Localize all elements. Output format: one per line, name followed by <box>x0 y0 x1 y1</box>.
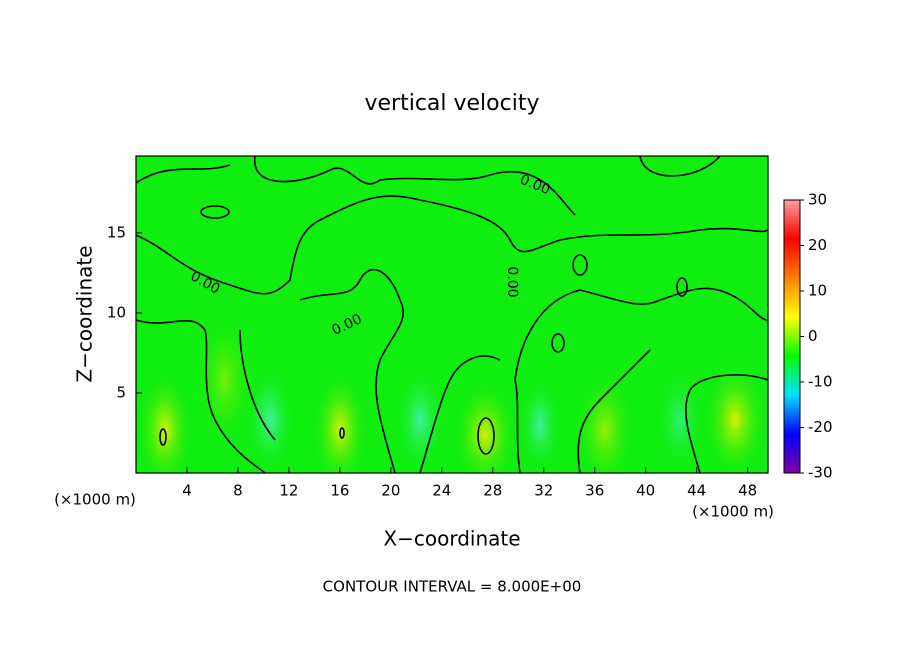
x-tick-label: 4 <box>182 482 192 500</box>
y-tick-label: 5 <box>116 383 126 401</box>
colorbar-tick-label: 20 <box>808 236 827 254</box>
colorbar-tick-label: -10 <box>808 373 833 391</box>
x-tick-label: 20 <box>381 482 400 500</box>
colorbar <box>783 199 801 474</box>
y-tick-label: 10 <box>107 303 126 321</box>
x-tick-label: 44 <box>687 482 706 500</box>
colorbar-tick-label: -20 <box>808 418 833 436</box>
colorbar-tick-label: 30 <box>808 191 827 209</box>
y-tick-label: 15 <box>107 223 126 241</box>
x-tick-label: 16 <box>330 482 349 500</box>
x-tick-label: 28 <box>483 482 502 500</box>
y-axis-label: Z−coordinate <box>73 245 97 382</box>
annotation: CONTOUR INTERVAL = 8.000E+00 <box>323 578 582 596</box>
colorbar-tick-label: 10 <box>808 282 827 300</box>
colorbar-tick-label: 0 <box>808 327 818 345</box>
x-unit-label: (×1000 m) <box>692 503 774 521</box>
field <box>136 156 768 473</box>
x-tick-label: 40 <box>636 482 655 500</box>
x-tick-label: 32 <box>534 482 553 500</box>
chart-title: vertical velocity <box>364 91 539 116</box>
colorbar-tick-label: -30 <box>808 464 833 482</box>
contour-label: 0.00 <box>504 266 520 297</box>
x-tick-label: 36 <box>585 482 604 500</box>
x-axis-label: X−coordinate <box>383 527 520 551</box>
x-tick-label: 8 <box>233 482 243 500</box>
x-tick-label: 48 <box>738 482 757 500</box>
plot-frame <box>135 155 769 474</box>
x-tick-label: 24 <box>432 482 451 500</box>
x-tick-label: 12 <box>279 482 298 500</box>
y-unit-label: (×1000 m) <box>54 491 136 509</box>
